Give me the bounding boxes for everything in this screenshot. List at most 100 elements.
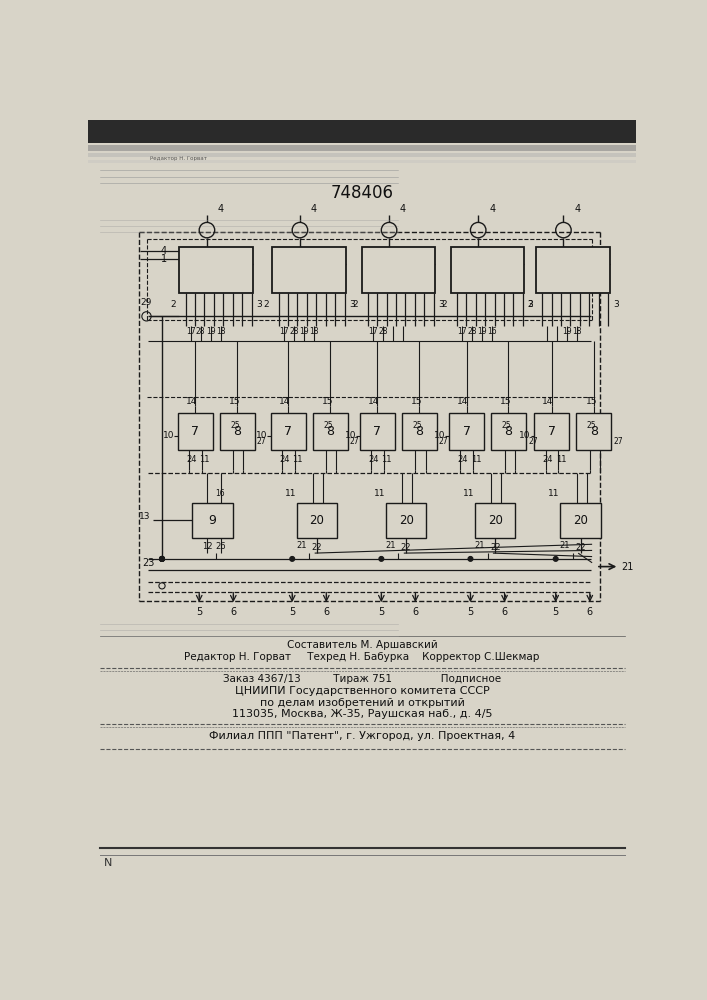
Text: 4: 4 (489, 204, 495, 214)
Text: 23: 23 (142, 558, 154, 568)
Text: 5: 5 (289, 607, 296, 617)
Text: по делам изобретений и открытий: по делам изобретений и открытий (259, 698, 464, 708)
Bar (561, 503, 601, 538)
Text: 2: 2 (527, 300, 532, 309)
Text: 4: 4 (574, 204, 580, 214)
Text: 14: 14 (279, 397, 290, 406)
Text: 20: 20 (573, 514, 588, 527)
Text: 11: 11 (293, 455, 303, 464)
Text: 22: 22 (312, 543, 322, 552)
Circle shape (554, 557, 558, 561)
Text: 21: 21 (621, 562, 633, 572)
Text: 18: 18 (309, 327, 319, 336)
Text: 5: 5 (553, 607, 559, 617)
Text: 3: 3 (349, 300, 355, 309)
Text: 25: 25 (230, 421, 240, 430)
Text: 12: 12 (201, 542, 212, 551)
Text: 10: 10 (163, 431, 175, 440)
Bar (491, 413, 526, 450)
Circle shape (160, 557, 164, 561)
Text: 19: 19 (563, 327, 572, 336)
Text: 7: 7 (284, 425, 292, 438)
Text: 4: 4 (311, 204, 317, 214)
Bar (360, 413, 395, 450)
Text: 28: 28 (467, 327, 477, 336)
Bar (220, 413, 255, 450)
Text: 28: 28 (196, 327, 206, 336)
Text: 26: 26 (216, 542, 226, 551)
Text: 17: 17 (186, 327, 196, 336)
Text: 6: 6 (587, 607, 593, 617)
Text: 1: 1 (161, 254, 167, 264)
Text: 25: 25 (587, 421, 596, 430)
Text: 24: 24 (279, 455, 290, 464)
Bar (178, 413, 213, 450)
Bar (88, 145, 636, 151)
Text: 748406: 748406 (330, 184, 394, 202)
Text: 25: 25 (501, 421, 511, 430)
Text: N: N (104, 858, 112, 868)
Text: 3: 3 (527, 300, 533, 309)
Text: 15: 15 (322, 397, 334, 406)
Text: 16: 16 (487, 327, 497, 336)
Text: 11: 11 (374, 489, 385, 498)
Text: 27: 27 (350, 437, 359, 446)
Bar (536, 247, 609, 293)
Text: 24: 24 (368, 455, 379, 464)
Text: 4: 4 (161, 246, 167, 256)
Text: 17: 17 (368, 327, 378, 336)
Text: 21: 21 (474, 541, 485, 550)
Bar (361, 247, 436, 293)
Circle shape (379, 557, 384, 561)
Bar (271, 413, 305, 450)
Circle shape (468, 557, 473, 561)
Text: 10: 10 (434, 431, 445, 440)
Text: 8: 8 (590, 425, 597, 438)
Text: 2: 2 (264, 300, 269, 309)
Circle shape (160, 557, 164, 561)
Text: 8: 8 (504, 425, 513, 438)
Bar (449, 413, 484, 450)
Text: 18: 18 (573, 327, 582, 336)
Text: 15: 15 (229, 397, 240, 406)
Text: 3: 3 (613, 300, 619, 309)
Text: 19: 19 (206, 327, 216, 336)
Text: 27: 27 (439, 437, 448, 446)
Text: 17: 17 (279, 327, 288, 336)
Text: 11: 11 (285, 489, 296, 498)
Text: 11: 11 (463, 489, 474, 498)
Text: 11: 11 (549, 489, 560, 498)
Text: 9: 9 (209, 514, 216, 527)
Text: 14: 14 (542, 397, 554, 406)
Text: 19: 19 (299, 327, 309, 336)
Bar (272, 247, 346, 293)
Text: 8: 8 (233, 425, 241, 438)
Text: 17: 17 (457, 327, 467, 336)
Bar (386, 503, 426, 538)
Text: 7: 7 (192, 425, 199, 438)
Bar (297, 503, 337, 538)
Text: 22: 22 (575, 543, 586, 552)
Text: 29: 29 (141, 298, 152, 307)
Bar (88, 120, 636, 143)
Text: 6: 6 (501, 607, 508, 617)
Text: 11: 11 (556, 455, 566, 464)
Text: 5: 5 (196, 607, 202, 617)
Text: 11: 11 (382, 455, 392, 464)
Text: 7: 7 (548, 425, 556, 438)
Text: ЦНИИПИ Государственного комитета СССР: ЦНИИПИ Государственного комитета СССР (235, 686, 489, 696)
Text: 14: 14 (368, 397, 379, 406)
Text: Филиал ППП "Патент", г. Ужгород, ул. Проектная, 4: Филиал ППП "Патент", г. Ужгород, ул. Про… (209, 731, 515, 741)
Bar (312, 413, 348, 450)
Text: 25: 25 (323, 421, 333, 430)
Text: 7: 7 (462, 425, 471, 438)
Text: 11: 11 (471, 455, 481, 464)
Text: 6: 6 (323, 607, 329, 617)
Circle shape (160, 557, 164, 561)
Text: 2: 2 (442, 300, 448, 309)
Bar (534, 413, 569, 450)
Text: 4: 4 (218, 204, 224, 214)
Text: 5: 5 (378, 607, 385, 617)
Text: 21: 21 (296, 541, 307, 550)
Text: 2: 2 (170, 300, 176, 309)
